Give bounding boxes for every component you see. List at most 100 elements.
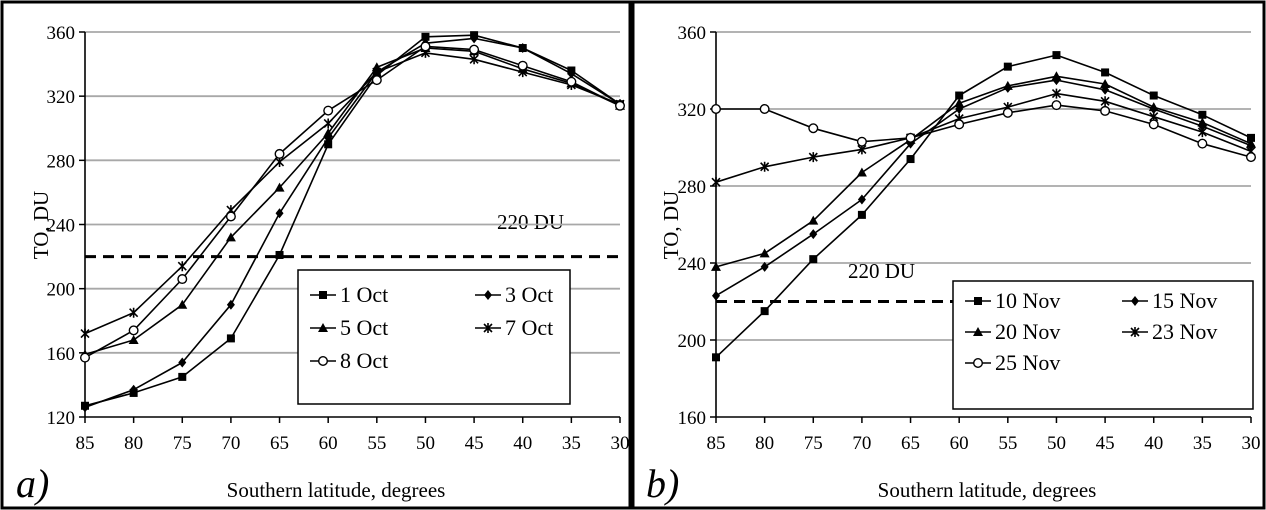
panel-b-legend-swatch-marker	[1130, 327, 1140, 337]
panel-b-x-tick-label: 70	[852, 433, 871, 454]
panel-a-series-5-point	[371, 75, 382, 86]
panel-a-series-5-point	[323, 105, 334, 116]
panel-a-series-5-point	[128, 325, 139, 336]
panel-a-series-2-point	[470, 33, 479, 44]
panel-b-x-tick-label: 80	[755, 433, 774, 454]
panel-a-series-3-point	[274, 182, 285, 192]
panel-b-series-3-point	[711, 261, 721, 271]
panel-b-series-4-point	[1197, 127, 1207, 138]
panel-a-series-4-point	[129, 307, 139, 318]
panel-b-legend-swatch-marker	[973, 358, 984, 369]
panel-a-y-tick-label: 280	[47, 151, 76, 172]
panel-b-y-tick-label: 240	[678, 254, 707, 275]
panel-b-series-3-point	[954, 98, 965, 108]
panel-b-series-1-point	[1247, 133, 1255, 142]
panel-b-series-5-point	[759, 103, 770, 114]
panel-b-series-2-line	[715, 79, 1252, 297]
panel-b-series-2-point	[760, 261, 769, 272]
panel-a-x-tick-label: 35	[562, 433, 581, 454]
panel-a-legend-label: 1 Oct	[340, 282, 388, 307]
panel-a-series-2-point	[81, 402, 89, 413]
panel-b-series-3-point	[1051, 71, 1062, 81]
panel-b-series-2-point	[712, 290, 720, 301]
panel-b-series-3-point	[1148, 102, 1159, 112]
panel-a-letter: a)	[16, 461, 49, 506]
panel-a-series-1-point	[324, 140, 333, 149]
panel-a-x-tick-label: 85	[76, 433, 95, 454]
panel-a-series-5	[79, 41, 626, 363]
panel-a-legend-swatch-marker	[318, 323, 328, 332]
panel-a-series-2-point	[518, 43, 527, 54]
panel-b-series-4-point	[1051, 88, 1062, 99]
panel-a-y-tick-label: 200	[47, 280, 76, 301]
panel-a-series-1-point	[226, 334, 235, 343]
panel-a-series-4-point	[469, 54, 479, 65]
panel-b-series-5-point	[711, 103, 722, 114]
panel-b-series-1-point	[1052, 51, 1061, 60]
panel-b-letter: b)	[646, 461, 679, 506]
panel-a-x-tick-label: 80	[124, 433, 143, 454]
panel-b-y-tick-label: 320	[678, 100, 707, 121]
panel-a-series-5-point	[615, 100, 626, 111]
panel-b-series-3-point	[856, 167, 867, 177]
panel-a-x-tick-label: 75	[173, 433, 192, 454]
panel-b-series-3-point	[1002, 80, 1013, 90]
panel-b-series-5-line	[716, 104, 1252, 158]
panel-a-series-5-point	[517, 60, 528, 71]
panel-a-x-tick-label: 65	[270, 433, 289, 454]
panel-a-legend-label: 7 Oct	[505, 315, 553, 340]
panel-a-series-2-point	[567, 68, 576, 79]
panel-b-frame	[631, 0, 1266, 510]
panel-b-legend-label: 25 Nov	[995, 350, 1060, 375]
panel-b-series-1-point	[1149, 91, 1158, 100]
panel-a-series-2-point	[226, 299, 235, 310]
panel-b-x-tick-label: 40	[1144, 433, 1163, 454]
panel-a-series-4-point	[177, 261, 187, 272]
panel-a-series-3-point	[177, 299, 188, 309]
panel-b-series-1-point	[1003, 62, 1012, 71]
panel-a-x-tick-label: 45	[465, 433, 484, 454]
panel-a-y-tick-label: 320	[47, 87, 76, 108]
panel-b-legend-label: 20 Nov	[995, 319, 1060, 344]
panel-b-legend-swatch-marker	[974, 297, 982, 305]
panel-a-x-tick-label: 60	[319, 433, 338, 454]
panel-a-y-tick-label: 240	[47, 216, 76, 237]
panel-b-series-3-point	[1100, 78, 1111, 88]
panel-a-series-2-point	[275, 208, 284, 219]
panel-b-legend-label: 15 Nov	[1152, 288, 1217, 313]
panel-a-series-2-line	[84, 37, 621, 409]
panel-b-legend: 10 Nov 15 Nov 20 Nov 23 Nov 25 Nov	[952, 280, 1254, 410]
panel-a-legend-swatch-marker	[319, 291, 327, 299]
panel-b-series-1-point	[1198, 110, 1207, 119]
panel-a-legend-swatch-marker	[484, 290, 492, 300]
panel-b-series-3-line	[715, 75, 1252, 268]
panel-a-y-axis-label: TO, DU	[29, 191, 53, 259]
panel-a-y-tick-label: 160	[47, 344, 76, 365]
panel-b-y-tick-label: 200	[678, 331, 707, 352]
panel-a-x-tick-label: 70	[221, 433, 240, 454]
panel-a-series-2-point	[178, 357, 187, 368]
panel-a-legend-label: 3 Oct	[505, 282, 553, 307]
panel-a-series-5-point	[274, 148, 285, 159]
panel-b: b) Southern latitude, degrees TO, DU 220…	[646, 23, 1261, 506]
panel-b-series-3-point	[759, 248, 770, 258]
panel-b-series-1-point	[906, 155, 915, 164]
panel-b-y-axis-label: TO, DU	[659, 191, 683, 259]
panel-a-legend: 1 Oct 3 Oct 5 Oct 7 Oct 8 Oct	[297, 269, 571, 405]
panel-b-series-5-point	[808, 123, 819, 134]
panel-b-series-1-point	[1101, 68, 1110, 77]
panel-b-series-5-point	[856, 136, 867, 147]
panel-a-series-4-line	[84, 52, 621, 335]
panel-b-legend-box	[952, 280, 1254, 410]
panel-b-series-2-point	[857, 194, 866, 205]
panel-a-series-3-point	[323, 128, 334, 138]
panel-b-series-1-point	[760, 307, 769, 316]
panel-a-frame	[0, 0, 632, 510]
panel-b-x-axis-label: Southern latitude, degrees	[878, 478, 1097, 502]
panel-b-x-tick-label: 55	[998, 433, 1017, 454]
panel-a-series-5-point	[420, 41, 431, 52]
panel-b-series-5-point	[1002, 107, 1013, 118]
panel-a-series-5-point	[566, 76, 577, 87]
panel-b-series-5-point	[1051, 100, 1062, 111]
